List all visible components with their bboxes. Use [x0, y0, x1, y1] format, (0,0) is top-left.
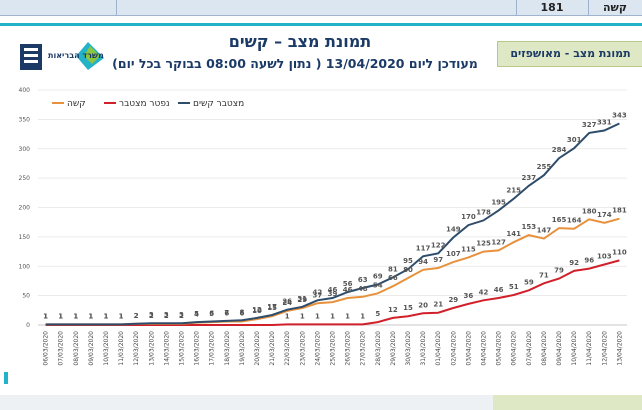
- page-subtitle: מעודכן ליום 13/04/2020 ( נתון לשעה 08:00…: [112, 56, 478, 71]
- ministry-logo-icon: משרד הבריאות: [20, 42, 104, 70]
- accent-divider: [0, 23, 642, 26]
- top-bar-cell-2: [116, 0, 517, 15]
- bottom-bar-section: [493, 395, 642, 410]
- top-bar-cell-1: [0, 0, 117, 15]
- left-accent-mark: [4, 372, 8, 384]
- top-bar-label: קשה: [603, 1, 627, 14]
- top-status-bar: 181 קשה: [0, 0, 642, 16]
- ministry-logo: משרד הבריאות: [18, 38, 108, 74]
- bottom-bar: [0, 395, 642, 410]
- top-bar-value: 181: [516, 0, 589, 15]
- chart-card: [8, 30, 640, 390]
- logo-text: משרד הבריאות: [48, 51, 104, 60]
- page-title: תמונת מצב – קשים: [228, 32, 372, 51]
- section-badge: תמונת מצב - מאושפזים: [497, 41, 642, 67]
